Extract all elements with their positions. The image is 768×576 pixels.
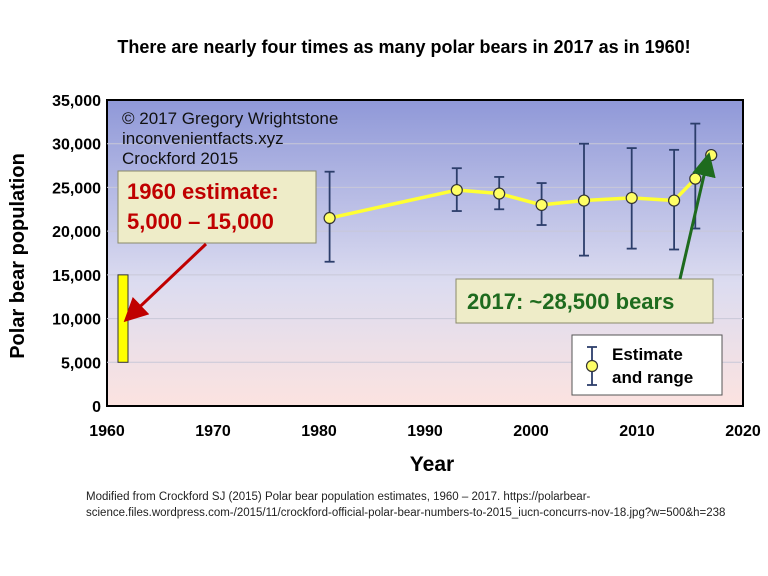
data-point: [323, 211, 336, 225]
y-tick-label: 10,000: [52, 312, 101, 329]
y-tick-label: 20,000: [52, 224, 101, 241]
y-axis-label: Polar bear population: [7, 153, 29, 359]
callout-1960-text: 1960 estimate:: [127, 179, 279, 204]
callout-1960-arrow: [123, 242, 208, 323]
legend-marker: [585, 359, 599, 373]
y-tick-label: 0: [92, 399, 101, 416]
chart-title: There are nearly four times as many pola…: [117, 37, 691, 57]
source-caption: Modified from Crockford SJ (2015) Polar …: [86, 491, 726, 519]
x-tick-label: 2000: [513, 423, 549, 440]
callout-2017-text: 2017: ~28,500 bears: [467, 289, 674, 314]
data-point: [450, 183, 463, 197]
x-tick-label: 1970: [195, 423, 231, 440]
data-point: [667, 194, 681, 207]
y-tick-label: 25,000: [52, 180, 101, 197]
x-tick-label: 2010: [619, 423, 655, 440]
x-tick-label: 2020: [725, 423, 761, 440]
callout-2017-box: [455, 278, 714, 324]
callout-2017-arrow: [678, 152, 716, 280]
data-point: [493, 187, 506, 200]
legend-label: and range: [612, 368, 693, 387]
data-point: [535, 198, 548, 212]
credit-text: © 2017 Gregory Wrightstone: [122, 109, 338, 128]
credit-text: inconvenientfacts.xyz: [122, 129, 284, 148]
legend-label: Estimate: [612, 345, 683, 364]
data-point: [625, 191, 638, 205]
data-point: [689, 172, 702, 185]
callout-1960-box: [117, 170, 317, 244]
x-tick-label: 1960: [89, 423, 125, 440]
x-tick-label: 1980: [301, 423, 337, 440]
x-tick-label: 1990: [407, 423, 443, 440]
x-axis-label: Year: [410, 453, 454, 476]
y-tick-label: 35,000: [52, 93, 101, 110]
y-tick-label: 5,000: [61, 355, 101, 372]
y-tick-label: 15,000: [52, 268, 101, 285]
range-bar-1960: [117, 274, 129, 363]
y-tick-label: 30,000: [52, 137, 101, 154]
credit-text: Crockford 2015: [122, 149, 238, 168]
data-point: [577, 194, 591, 207]
plot-area: 0 5,000 10,000 15,000 20,000 25,000 30,000 35,0…: [7, 93, 761, 476]
callout-1960-text: 5,000 – 15,000: [127, 209, 274, 234]
